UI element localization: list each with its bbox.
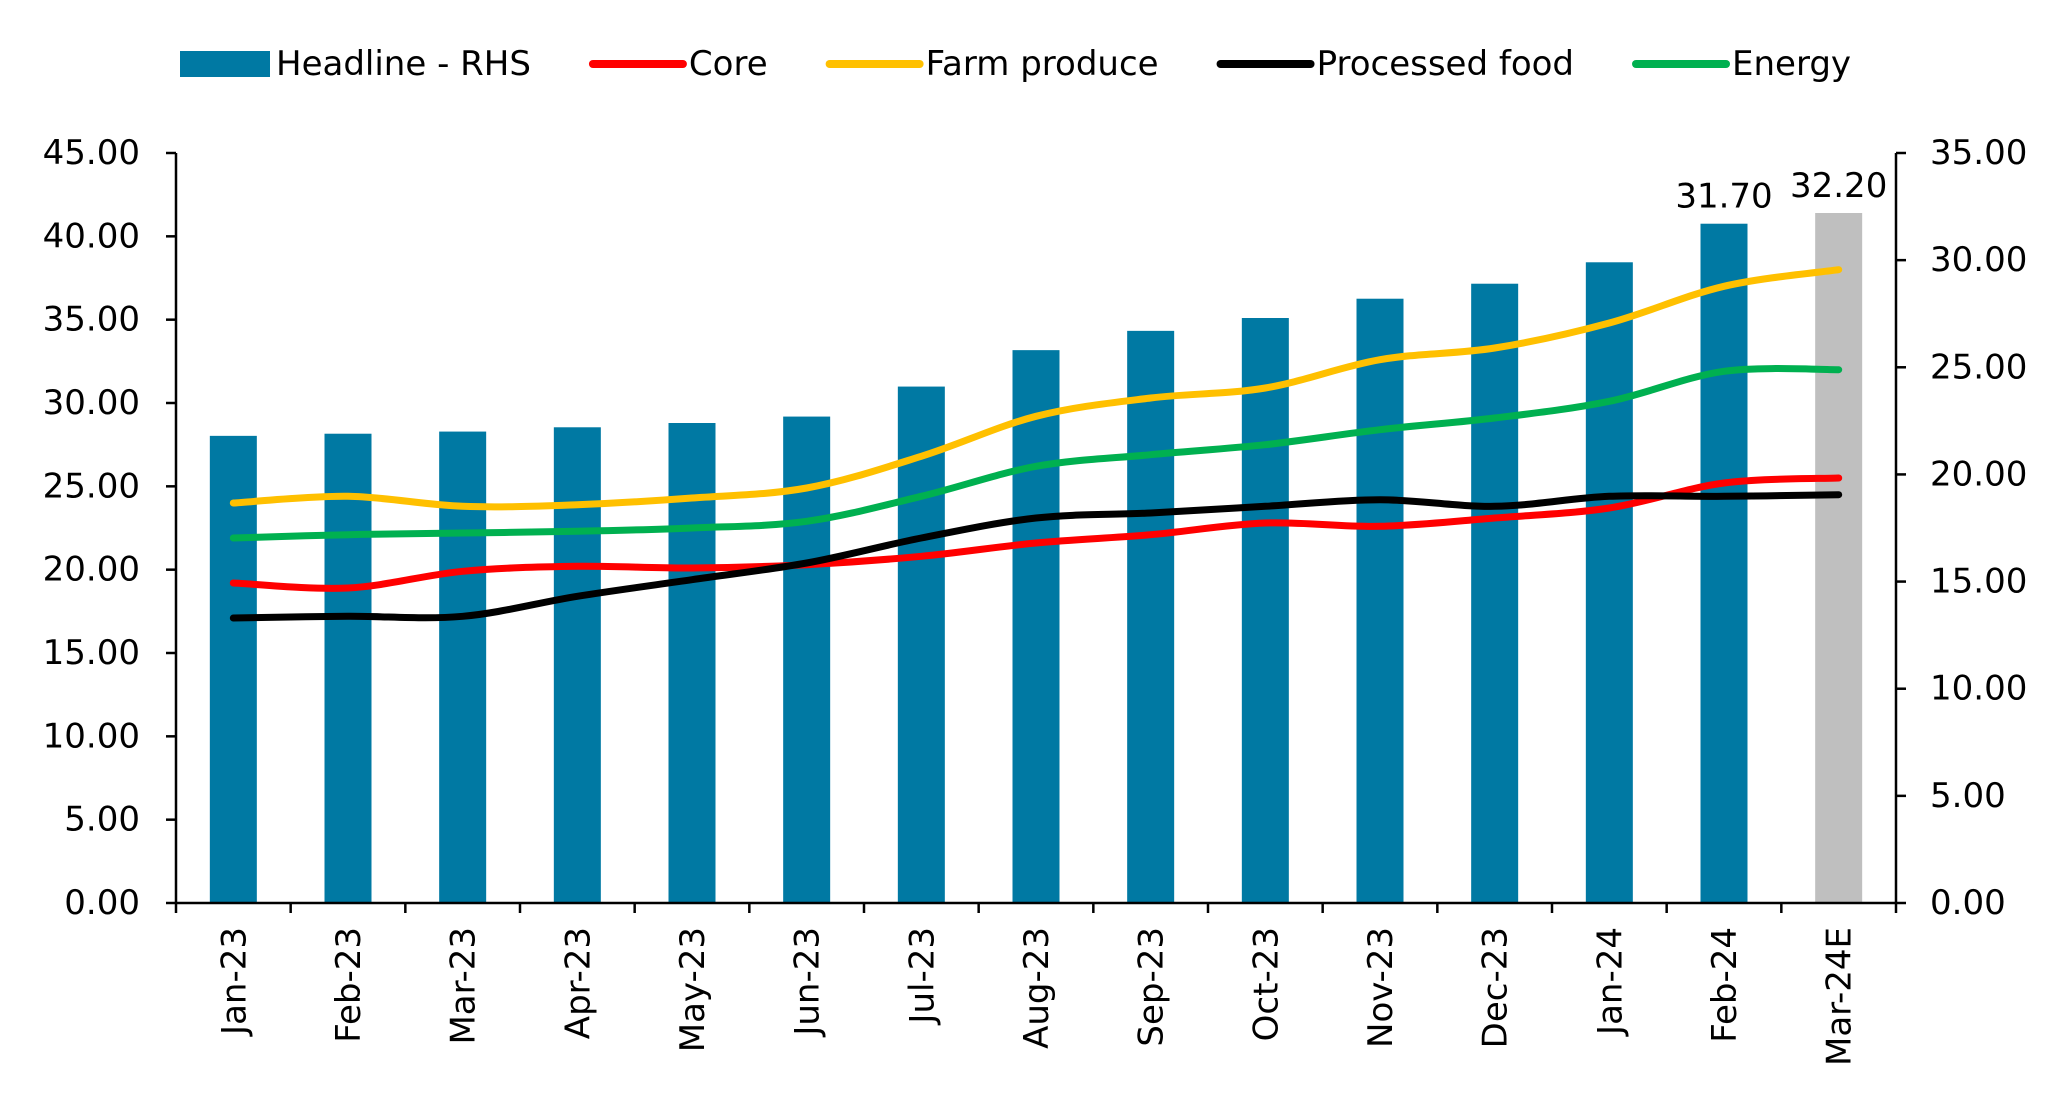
- left-tick-label: 35.00: [43, 300, 140, 340]
- line-energy: [229, 365, 1843, 542]
- legend-item-headline-rhs: Headline - RHS: [180, 44, 531, 84]
- x-tick-label: Aug-23: [1017, 927, 1057, 1049]
- x-tick-label: Jan-23: [214, 927, 254, 1037]
- x-tick-label: Feb-23: [329, 927, 369, 1043]
- bar-oct-23: [1241, 318, 1289, 903]
- legend-item-core: Core: [588, 44, 768, 84]
- x-tick-label: Mar-24E: [1820, 927, 1860, 1066]
- x-tick-label: Dec-23: [1476, 927, 1516, 1048]
- left-tick-label: 25.00: [43, 466, 140, 506]
- legend: Headline - RHS Core Farm produce Processed …: [180, 44, 1851, 84]
- right-tick-label: 15.00: [1930, 562, 2027, 602]
- x-tick-label: Jan-24: [1590, 927, 1630, 1037]
- bar-series-headline: [209, 213, 1863, 904]
- line-processed-food: [229, 491, 1843, 622]
- bar-apr-23: [553, 427, 601, 903]
- legend-swatch: [180, 51, 270, 77]
- data-labels: 31.70 32.20: [1675, 166, 1887, 217]
- bar-jan-23: [209, 435, 257, 903]
- data-label-feb-24: 31.70: [1675, 177, 1772, 217]
- x-tick-label: Mar-23: [444, 927, 484, 1045]
- bar-may-23: [668, 423, 716, 903]
- x-tick-label: Oct-23: [1246, 927, 1286, 1041]
- x-tick-label: Apr-23: [558, 927, 598, 1039]
- bar-feb-23: [324, 433, 372, 903]
- left-tick-label: 30.00: [43, 383, 140, 423]
- x-tick-label: May-23: [673, 927, 713, 1052]
- x-tick-label: Feb-24: [1705, 927, 1745, 1043]
- x-tick-label: Jun-23: [788, 927, 828, 1038]
- line-core: [229, 474, 1843, 592]
- left-tick-label: 10.00: [43, 716, 140, 756]
- right-tick-label: 5.00: [1930, 776, 2006, 816]
- bar-feb-24: [1700, 223, 1748, 903]
- bar-sep-23: [1127, 330, 1175, 903]
- bar-jul-23: [897, 386, 945, 904]
- x-tick-label: Jul-23: [902, 927, 942, 1026]
- right-tick-label: 30.00: [1930, 240, 2027, 280]
- right-tick-label: 10.00: [1930, 669, 2027, 709]
- bar-dec-23: [1471, 283, 1519, 903]
- bar-jun-23: [783, 416, 831, 903]
- x-tick-label: Nov-23: [1361, 927, 1401, 1048]
- legend-label: Headline - RHS: [276, 44, 531, 84]
- right-tick-label: 35.00: [1930, 133, 2027, 173]
- bar-jan-24: [1585, 262, 1633, 903]
- left-tick-label: 0.00: [64, 883, 140, 923]
- legend-item-farm-produce: Farm produce: [825, 44, 1159, 84]
- left-tick-label: 5.00: [64, 800, 140, 840]
- left-tick-label: 45.00: [43, 133, 140, 173]
- axes: 0.00 5.00 10.00 15.00 20.00 25.00 30.00 35.00 40…: [43, 133, 2028, 1066]
- left-tick-label: 15.00: [43, 633, 140, 673]
- legend-label: Core: [689, 44, 768, 84]
- bar-mar-24e: [1815, 213, 1863, 903]
- legend-item-processed-food: Processed food: [1216, 44, 1574, 84]
- legend-label: Energy: [1732, 44, 1851, 84]
- legend-label: Processed food: [1317, 44, 1574, 84]
- line-series-group: [229, 266, 1843, 622]
- bar-nov-23: [1356, 298, 1404, 903]
- left-tick-label: 20.00: [43, 550, 140, 590]
- legend-item-energy: Energy: [1632, 44, 1851, 84]
- legend-label: Farm produce: [926, 44, 1159, 84]
- right-tick-label: 25.00: [1930, 347, 2027, 387]
- bar-aug-23: [1012, 350, 1060, 904]
- line-farm-produce: [229, 266, 1843, 511]
- data-label-mar-24e: 32.20: [1790, 166, 1887, 206]
- x-tick-label: Sep-23: [1132, 927, 1172, 1047]
- right-tick-label: 0.00: [1930, 883, 2006, 923]
- left-tick-label: 40.00: [43, 216, 140, 256]
- right-tick-label: 20.00: [1930, 454, 2027, 494]
